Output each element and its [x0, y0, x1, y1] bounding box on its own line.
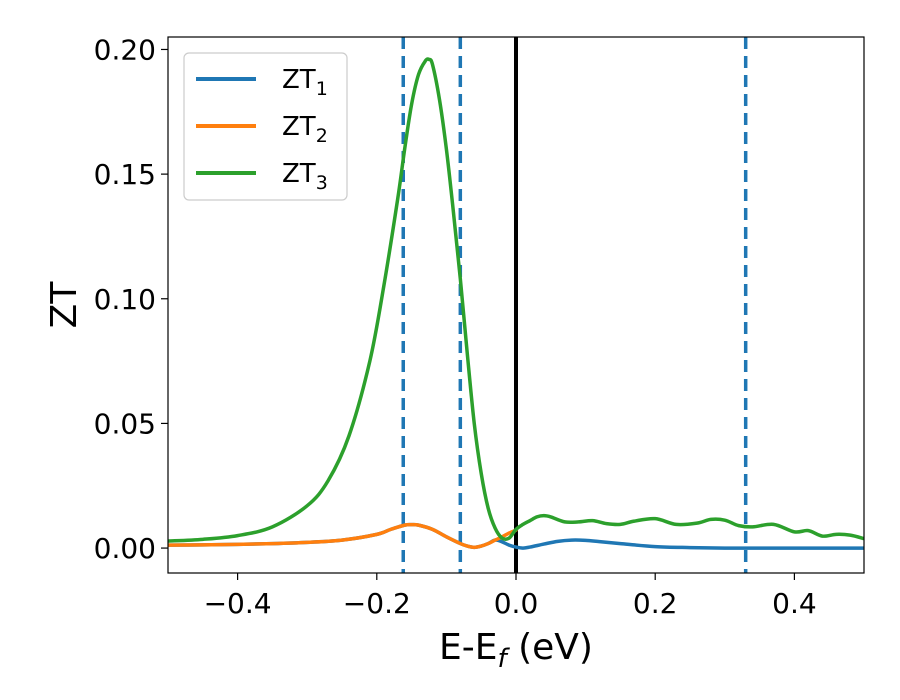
- series-line-zt3: [168, 57, 864, 543]
- y-tick-label: 0.05: [94, 407, 156, 440]
- y-tick-label: 0.00: [94, 532, 156, 565]
- series-line-zt2: [168, 522, 518, 550]
- y-tick-label: 0.15: [94, 158, 156, 191]
- y-tick-label: 0.10: [94, 283, 156, 316]
- x-axis-title-unit: (eV): [507, 627, 593, 668]
- x-tick-label: 0.2: [633, 587, 678, 620]
- y-axis-title: ZT: [44, 281, 85, 329]
- x-axis-title: E-Ef (eV): [439, 627, 593, 674]
- x-tick-label: 0.4: [772, 587, 817, 620]
- y-tick-label: 0.20: [94, 33, 156, 66]
- x-tick-label: −0.2: [343, 587, 411, 620]
- x-tick-label: 0.0: [494, 587, 539, 620]
- x-tick-label: −0.4: [204, 587, 272, 620]
- legend-box: [183, 52, 348, 201]
- x-axis: −0.4 −0.2 0.0 0.2 0.4: [204, 573, 817, 620]
- y-axis: 0.00 0.05 0.10 0.15 0.20: [94, 33, 168, 565]
- series-layer: [168, 57, 864, 550]
- legend-label-zt1: ZT1: [282, 65, 328, 100]
- reference-lines: [401, 37, 748, 573]
